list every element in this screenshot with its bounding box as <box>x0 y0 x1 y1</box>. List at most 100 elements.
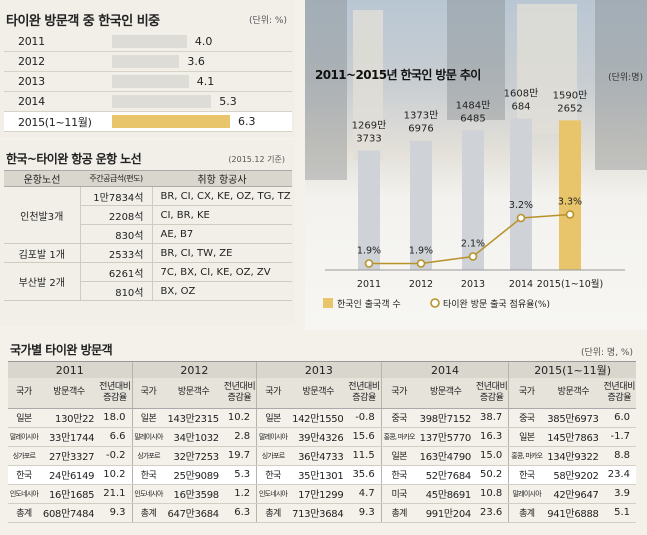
country-growth: 3.9 <box>602 484 636 504</box>
country-row: 한국 24만6149 10.2 한국 25만9089 5.3 한국 35만1301 35.6 한국… <box>8 465 636 485</box>
country-visitors: 143만2315 <box>164 408 223 428</box>
country-visitors: 398만7152 <box>416 408 475 428</box>
country-name: 중국 <box>508 408 545 428</box>
x-tick-label: 2015(1~10월) <box>537 278 603 290</box>
share-bar <box>112 95 212 108</box>
route-seats: 830석 <box>80 224 153 244</box>
year-header: 2011 <box>8 361 133 378</box>
country-row: 총계 608만7484 9.3 총계 647만3684 6.3 총계 713만3684 9.3 총… <box>8 503 636 523</box>
legend-label-line: 타이완 방문 출국 점유율(%) <box>443 298 550 310</box>
routes-panel: 한국~타이완 항공 운항 노선 (2015.12 기준) 운항노선 주간공급석(… <box>0 140 295 326</box>
country-growth: 5.1 <box>602 503 636 523</box>
country-growth: 10.2 <box>98 465 133 485</box>
country-name: 총계 <box>380 503 417 523</box>
country-name: 중국 <box>380 408 417 428</box>
bar-label-top: 1590만 <box>553 89 588 101</box>
country-visitors: 713만3684 <box>289 503 348 523</box>
country-visitors: 142만1550 <box>289 408 348 428</box>
country-name: 미국 <box>380 484 417 504</box>
share-panel-title: 타이완 방문객 중 한국인 비중 <box>6 14 160 29</box>
legend-swatch-line <box>430 298 440 308</box>
country-name: 한국 <box>131 465 165 485</box>
share-row-year: 2012 <box>18 55 45 68</box>
share-point <box>468 252 478 261</box>
country-visitors: 16만1685 <box>39 484 99 504</box>
country-name: 말레이시아 <box>256 427 290 447</box>
share-row: 2013 4.1 <box>4 72 292 92</box>
bar-label-bottom: 6485 <box>460 113 485 124</box>
x-tick-label: 2012 <box>409 279 433 290</box>
year-header: 2015(1~11월) <box>508 361 636 378</box>
route-airlines: BX, OZ <box>152 281 292 301</box>
col-header-growth-line2: 증감율 <box>352 392 376 403</box>
country-growth: 19.7 <box>222 446 257 466</box>
share-value: 6.3 <box>238 115 256 128</box>
col-header-growth-line1: 전년대비 <box>475 381 508 392</box>
country-name: 한국 <box>380 465 417 485</box>
share-bar <box>112 75 189 88</box>
share-row: 2011 4.0 <box>4 32 292 52</box>
country-name: 한국 <box>508 465 545 485</box>
year-header: 2014 <box>380 361 509 378</box>
country-name: 한국 <box>8 465 40 485</box>
country-growth: 9.3 <box>98 503 133 523</box>
route-origin: 부산발 2개 <box>4 262 81 301</box>
country-name: 일본 <box>8 408 40 428</box>
bar-label-bottom: 6976 <box>408 124 433 135</box>
col-header-country: 국가 <box>8 378 40 409</box>
bar-2011 <box>358 150 380 270</box>
col-header-growth: 전년대비 증감율 <box>222 378 257 409</box>
country-growth: 38.7 <box>475 408 509 428</box>
col-header-growth-line2: 증감율 <box>479 392 504 403</box>
route-seats: 2208석 <box>80 205 153 225</box>
country-name: 싱가포르 <box>131 446 165 466</box>
col-header-country: 국가 <box>256 378 290 409</box>
col-header-growth: 전년대비 증감율 <box>347 378 382 409</box>
country-growth: 50.2 <box>475 465 509 485</box>
col-header-growth-line2: 증감율 <box>103 392 127 403</box>
country-row: 말레이시아 33만1744 6.6 말레이시아 34만1032 2.8 말레이시아 39만43… <box>8 427 636 447</box>
col-header-growth-line1: 전년대비 <box>603 381 636 392</box>
routes-row: 2208석 CI, BR, KE <box>4 205 292 225</box>
routes-row: 830석 AE, B7 <box>4 224 292 244</box>
country-growth: -1.7 <box>602 427 636 447</box>
x-tick-label: 2014 <box>509 279 533 290</box>
country-name: 홍콩, 마카오 <box>508 446 545 466</box>
country-name: 일본 <box>508 427 545 447</box>
share-row: 2015(1~11월) 6.3 <box>4 112 292 132</box>
country-visitors: 58만9202 <box>544 465 603 485</box>
country-visitors: 27만3327 <box>39 446 99 466</box>
country-visitors: 16만3598 <box>164 484 223 504</box>
country-growth: 6.6 <box>98 427 133 447</box>
country-growth: -0.8 <box>347 408 382 428</box>
share-bar <box>112 55 180 68</box>
route-airlines: CI, BR, KE <box>152 205 292 225</box>
background-building <box>353 10 383 160</box>
routes-row: 김포발 1개 2533석 BR, CI, TW, ZE <box>4 243 292 263</box>
col-header-growth-line2: 증감율 <box>227 392 252 403</box>
share-value: 4.1 <box>196 75 215 88</box>
bar-label-bottom: 3733 <box>356 134 381 145</box>
bar-label-top: 1373만 <box>404 110 439 122</box>
bar-label-bottom: 684 <box>511 102 530 113</box>
share-point-label: 1.9% <box>409 246 433 257</box>
country-visitors: 991만204 <box>416 503 475 523</box>
country-row: 싱가포르 27만3327 -0.2 싱가포르 32만7253 19.7 싱가포르 36만473… <box>8 446 636 466</box>
share-value: 5.3 <box>219 95 237 108</box>
country-growth: 8.8 <box>602 446 636 466</box>
country-table: 2011 2012 2013 2014 2015(1~11월) 국가 방문객수 전년대비 증감… <box>8 361 636 523</box>
country-growth: 35.6 <box>347 465 382 485</box>
country-visitors: 36만4733 <box>289 446 348 466</box>
route-seats: 6261석 <box>80 262 153 282</box>
col-header-growth-line2: 증감율 <box>607 392 632 403</box>
route-seats: 1만7834석 <box>80 186 153 206</box>
country-name: 한국 <box>256 465 290 485</box>
country-growth: 10.8 <box>475 484 509 504</box>
col-header-country: 국가 <box>380 378 417 409</box>
route-origin: 인천발3개 <box>4 186 81 244</box>
legend-label-bars: 한국인 출국객 수 <box>337 299 401 310</box>
country-name: 말레이시아 <box>508 484 545 504</box>
share-row: 2014 5.3 <box>4 92 292 112</box>
country-growth: 2.8 <box>222 427 257 447</box>
route-airlines: 7C, BX, CI, KE, OZ, ZV <box>152 262 292 282</box>
